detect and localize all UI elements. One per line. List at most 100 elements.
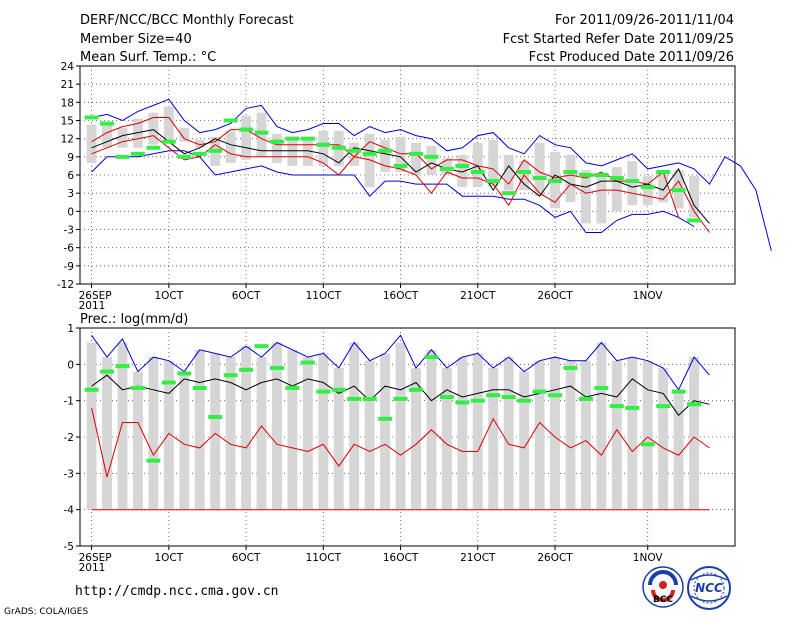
obs-marker (192, 151, 207, 156)
obs-marker (192, 385, 207, 390)
obs-marker (594, 173, 609, 177)
temperature-panel: -12 -9 -6 -3 0 3 6 9 12 15 18 21 24 26SEP 1OCT 6OCT 11OC… (57, 61, 772, 312)
spread-box (627, 357, 638, 510)
spread-box (241, 115, 252, 160)
header-member-size: Member Size=40 (80, 32, 192, 47)
x-tick-label: 1OCT (154, 552, 183, 564)
header-variable: Mean Surf. Temp.: °C (80, 50, 216, 65)
obs-marker (378, 416, 393, 421)
obs-marker (455, 400, 470, 405)
obs-marker (316, 142, 331, 147)
obs-marker (609, 176, 624, 181)
obs-marker (517, 398, 532, 403)
obs-marker (331, 145, 346, 150)
obs-marker (208, 148, 223, 153)
y-tick-label: 6 (67, 170, 74, 182)
series-line-upper (91, 98, 772, 251)
x-tick-label: 26OCT (537, 552, 573, 564)
obs-marker (254, 130, 269, 135)
obs-marker (239, 367, 254, 372)
spread-box (689, 176, 700, 218)
obs-marker (316, 389, 331, 394)
obs-marker (270, 139, 284, 144)
bcc-logo-text: BCC (653, 595, 673, 605)
y-tick-label: -12 (57, 279, 74, 291)
spread-box (534, 360, 545, 510)
series-line-p25 (91, 135, 710, 233)
obs-marker (532, 176, 547, 181)
spread-box (179, 127, 190, 142)
spread-box (163, 360, 174, 510)
spread-box (488, 367, 499, 510)
obs-marker (177, 371, 192, 376)
y-tick-label: 0 (67, 206, 74, 218)
spread-box (642, 360, 653, 510)
obs-marker (208, 415, 223, 420)
x-tick-label: 16OCT (383, 552, 419, 564)
spread-box (117, 342, 128, 510)
y-tick-label: -3 (64, 468, 74, 480)
x-tick-label: 21OCT (460, 552, 496, 564)
series-line-mean (91, 374, 710, 416)
x-tick-label: 1NOV (633, 290, 664, 302)
obs-marker (578, 396, 593, 401)
obs-marker (671, 188, 686, 193)
obs-marker (501, 395, 516, 400)
obs-marker (130, 151, 145, 156)
obs-marker (656, 169, 671, 174)
obs-marker (393, 396, 408, 401)
spread-box (163, 106, 174, 142)
spread-box (689, 357, 700, 510)
spread-box (441, 367, 452, 510)
spread-box (658, 367, 669, 510)
spread-box (210, 353, 221, 510)
spread-box (580, 170, 591, 224)
ncc-logo-text: NCC (695, 581, 723, 595)
obs-marker (455, 163, 470, 168)
header-produced-date: Fcst Produced Date 2011/09/26 (529, 50, 734, 65)
x-tick-label: 1NOV (633, 552, 664, 564)
spread-box (441, 158, 452, 175)
spread-box (225, 357, 236, 510)
spread-box (287, 349, 298, 510)
spread-box (642, 176, 653, 206)
obs-marker (270, 365, 284, 370)
x-tick-label: 6OCT (232, 552, 261, 564)
y-tick-label: 3 (67, 188, 74, 200)
x-tick-label: 26SEP (79, 290, 112, 302)
spread-box (318, 353, 329, 510)
spread-box (256, 112, 267, 157)
spread-box (364, 133, 375, 188)
y-tick-label: 0 (67, 359, 74, 371)
y-tick-label: -4 (64, 505, 75, 517)
obs-marker (671, 389, 686, 394)
spread-box (411, 367, 421, 510)
y-tick-label: 9 (67, 152, 74, 164)
spread-box (565, 155, 576, 203)
spread-box (395, 136, 406, 172)
spread-box (102, 357, 112, 510)
y-tick-label: 21 (61, 79, 74, 91)
spread-box (272, 133, 282, 163)
spread-box (503, 357, 514, 510)
obs-marker (362, 396, 377, 401)
obs-marker (625, 405, 640, 410)
y-tick-label: -3 (64, 225, 74, 237)
spread-box (627, 161, 638, 206)
x-tick-label: 26OCT (537, 290, 573, 302)
series-line-mean (91, 129, 710, 224)
obs-marker (578, 173, 593, 177)
footer-url[interactable]: http://cmdp.ncc.cma.gov.cn (75, 584, 279, 599)
y-tick-label: -1 (64, 396, 74, 408)
obs-marker (161, 380, 176, 385)
spread-box (611, 167, 622, 212)
spread-box (302, 357, 313, 510)
obs-marker (146, 458, 161, 463)
obs-marker (563, 365, 578, 370)
spread-box (287, 139, 298, 166)
spread-box (86, 342, 97, 510)
y-tick-label: 15 (61, 116, 74, 128)
obs-marker (285, 385, 300, 390)
spread-box (256, 357, 267, 510)
